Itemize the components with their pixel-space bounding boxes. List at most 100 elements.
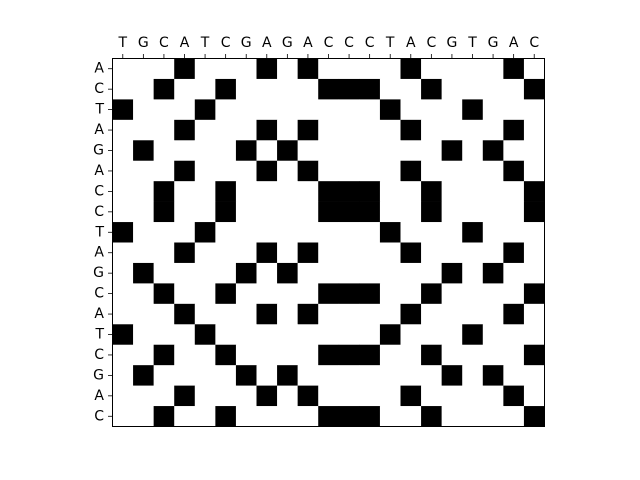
mismatch-cell [112, 303, 134, 325]
mismatch-cell [194, 344, 216, 366]
mismatch-cell [400, 99, 422, 121]
x-tick-label: C [365, 35, 375, 51]
mismatch-cell [523, 324, 545, 346]
y-tick-label: C [94, 204, 104, 220]
mismatch-cell [194, 181, 216, 202]
mismatch-cell [503, 201, 525, 223]
mismatch-cell [297, 344, 319, 366]
mismatch-cell [441, 344, 463, 366]
mismatch-cell [441, 99, 463, 121]
match-cell [133, 365, 154, 386]
mismatch-cell [194, 385, 216, 407]
mismatch-cell [379, 283, 401, 305]
mismatch-cell [441, 119, 463, 141]
match-cell [338, 344, 360, 366]
mismatch-cell [338, 385, 360, 407]
mismatch-cell [215, 99, 237, 121]
mismatch-cell [523, 99, 545, 121]
mismatch-cell [277, 99, 298, 121]
mismatch-cell [462, 119, 484, 141]
mismatch-cell [503, 283, 525, 305]
mismatch-cell [359, 58, 381, 80]
mismatch-cell [400, 181, 422, 202]
mismatch-cell [462, 283, 484, 305]
mismatch-cell [379, 160, 401, 182]
mismatch-cell [338, 242, 360, 264]
match-cell [523, 201, 545, 223]
mismatch-cell [277, 160, 298, 182]
mismatch-cell [503, 365, 525, 386]
mismatch-cell [462, 58, 484, 80]
mismatch-cell [441, 324, 463, 346]
mismatch-cell [133, 283, 154, 305]
match-cell [297, 385, 319, 407]
mismatch-cell [462, 262, 484, 284]
match-cell [277, 140, 298, 162]
mismatch-cell [235, 406, 257, 427]
mismatch-cell [359, 385, 381, 407]
mismatch-cell [112, 58, 134, 80]
mismatch-cell [400, 78, 422, 100]
mismatch-cell [174, 222, 196, 243]
mismatch-cell [318, 119, 340, 141]
mismatch-cell [482, 58, 504, 80]
mismatch-cell [277, 222, 298, 243]
mismatch-cell [462, 140, 484, 162]
match-cell [215, 181, 237, 202]
match-cell [277, 262, 298, 284]
match-cell [400, 160, 422, 182]
mismatch-cell [359, 222, 381, 243]
match-cell [256, 303, 278, 325]
mismatch-cell [338, 303, 360, 325]
mismatch-cell [400, 283, 422, 305]
match-cell [256, 385, 278, 407]
match-cell [462, 99, 484, 121]
mismatch-cell [133, 99, 154, 121]
x-tick-label: T [467, 35, 477, 51]
mismatch-cell [441, 222, 463, 243]
match-cell [133, 140, 154, 162]
match-cell [215, 406, 237, 427]
mismatch-cell [503, 222, 525, 243]
y-tick-label: A [94, 61, 104, 77]
mismatch-cell [112, 181, 134, 202]
mismatch-cell [256, 344, 278, 366]
mismatch-cell [379, 181, 401, 202]
mismatch-cell [277, 58, 298, 80]
mismatch-cell [379, 58, 401, 80]
mismatch-cell [379, 385, 401, 407]
y-tick-label: C [94, 286, 104, 302]
mismatch-cell [235, 385, 257, 407]
match-cell [235, 365, 257, 386]
x-tick-label: G [138, 35, 149, 51]
mismatch-cell [441, 242, 463, 264]
match-cell [421, 283, 442, 305]
mismatch-cell [194, 160, 216, 182]
mismatch-cell [297, 78, 319, 100]
y-tick-label: T [94, 224, 104, 240]
match-cell [359, 181, 381, 202]
mismatch-cell [133, 344, 154, 366]
match-cell [112, 99, 134, 121]
mismatch-cell [462, 78, 484, 100]
match-cell [462, 222, 484, 243]
mismatch-cell [523, 140, 545, 162]
mismatch-cell [153, 160, 175, 182]
mismatch-cell [338, 262, 360, 284]
mismatch-cell [338, 140, 360, 162]
y-tick-label: T [94, 102, 104, 118]
y-tick-label: C [94, 347, 104, 363]
mismatch-cell [112, 78, 134, 100]
match-cell [174, 385, 196, 407]
mismatch-cell [174, 283, 196, 305]
mismatch-cell [421, 119, 442, 141]
mismatch-cell [297, 262, 319, 284]
x-tick-label: C [324, 35, 334, 51]
mismatch-cell [400, 222, 422, 243]
mismatch-cell [441, 58, 463, 80]
mismatch-cell [112, 201, 134, 223]
match-cell [256, 160, 278, 182]
mismatch-cell [318, 385, 340, 407]
mismatch-cell [256, 78, 278, 100]
